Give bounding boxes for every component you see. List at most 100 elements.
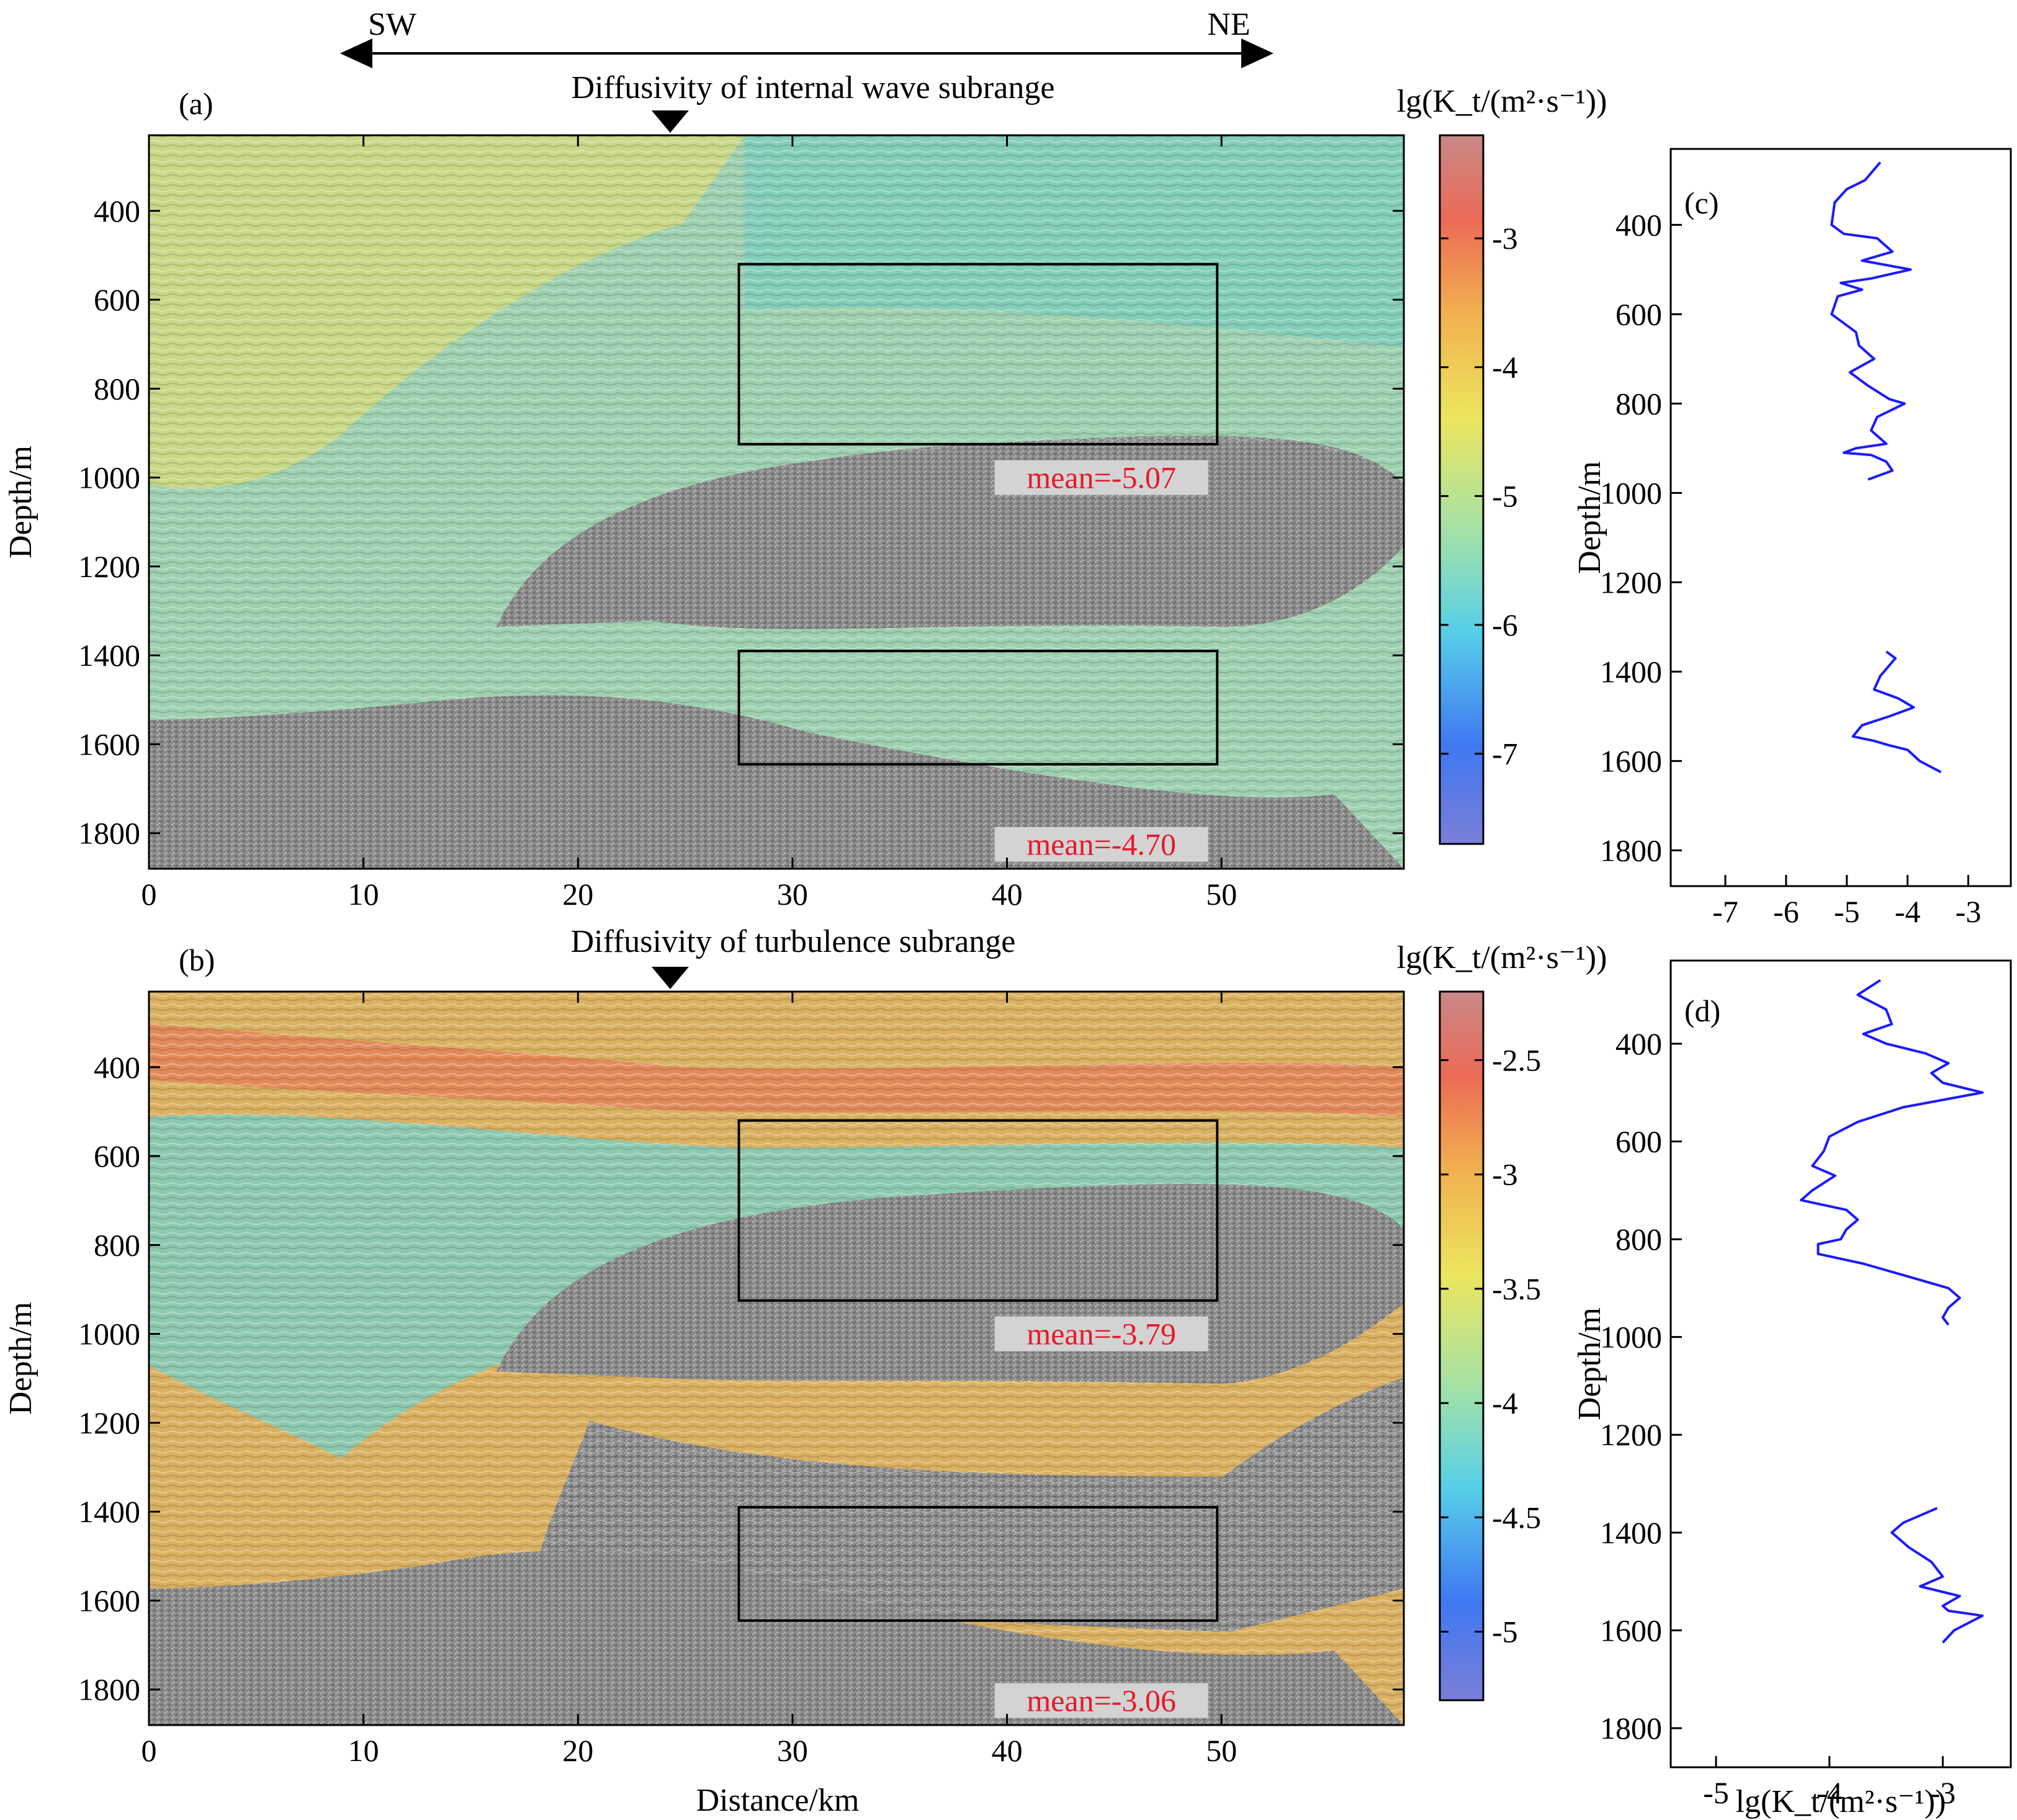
panel-c-frame xyxy=(1669,148,2012,887)
panel-b-mean-label: mean=-3.79 xyxy=(1026,1317,1176,1352)
panel-d-ylabel: Depth/m xyxy=(1572,1307,1607,1420)
direction-sw-label: SW xyxy=(368,7,416,42)
panel-a-title: Diffusivity of internal wave subrange xyxy=(572,70,1055,105)
panel-a-cb-tick-label: -3 xyxy=(1492,221,1518,256)
panel-a-ytick-label: 1000 xyxy=(78,460,140,495)
panel-c-xtick-label: -3 xyxy=(1956,894,1982,929)
panel-a-ytick-label: 1400 xyxy=(78,638,140,673)
panel-a-y-axis: 400 600 800 1000 1200 1400 1600 1800 xyxy=(78,194,1404,851)
panel-b-mean-bg xyxy=(994,1683,1208,1718)
panel-c-ytick-label: 400 xyxy=(1615,207,1662,242)
panel-a-colorbar-ticks: -3 -4 -5 -6 -7 xyxy=(1440,221,1518,771)
panel-c-letter: (c) xyxy=(1684,186,1719,220)
panel-a-x-axis: 0 10 20 30 40 50 xyxy=(142,135,1237,912)
panel-b-colorbar-label: lg(K_t/(m²·s⁻¹)) xyxy=(1397,940,1607,975)
direction-arrow-left-head xyxy=(340,38,372,68)
panel-a-lens-deep xyxy=(149,695,1404,869)
panel-a-letter: (a) xyxy=(179,86,213,121)
panel-a-xtick-label: 50 xyxy=(1206,877,1237,912)
panel-d-lines xyxy=(1800,979,1984,1644)
panel-d-ytick-label: 600 xyxy=(1615,1124,1662,1159)
panel-d-xtick-label: -3 xyxy=(1930,1775,1956,1810)
panel-d-ytick-label: 1000 xyxy=(1600,1320,1662,1355)
panel-b-title: Diffusivity of turbulence subrange xyxy=(571,924,1016,959)
panel-b-xtick-label: 0 xyxy=(142,1733,157,1768)
panel-b-ytick-label: 1800 xyxy=(78,1672,140,1707)
panel-a-xtick-label: 10 xyxy=(348,877,379,912)
panel-b-cb-tick-label: -3.5 xyxy=(1492,1271,1541,1306)
panel-c-profile-line xyxy=(1830,161,1912,481)
panel-b-cb-tick-label: -2.5 xyxy=(1492,1043,1541,1078)
panel-b-letter: (b) xyxy=(179,943,215,977)
panel-d-letter: (d) xyxy=(1684,993,1720,1028)
panel-a-mean-bg xyxy=(994,460,1208,495)
panel-d-frame xyxy=(1669,959,2012,1768)
panel-a-box xyxy=(737,649,1219,766)
panel-d-ytick-label: 1800 xyxy=(1600,1711,1662,1746)
panel-c-xtick-label: -5 xyxy=(1834,894,1860,929)
panel-b-lens-deep xyxy=(149,1551,1404,1725)
panel-a-mean-bg xyxy=(994,827,1208,862)
panel-a-ytick-label: 400 xyxy=(94,194,140,228)
panel-b-ylabel: Depth/m xyxy=(3,1302,38,1415)
panel-c-xtick-label: -7 xyxy=(1712,894,1738,929)
panel-a-colorbar-bar xyxy=(1439,134,1485,845)
panel-a-station-marker xyxy=(651,110,689,133)
panel-a-mean-label: mean=-5.07 xyxy=(1026,460,1176,495)
panel-b-ytick-label: 1000 xyxy=(78,1317,140,1352)
panel-b-box xyxy=(737,1505,1219,1622)
panel-a-xtick-label: 30 xyxy=(777,877,808,912)
panel-a-ytick-label: 1200 xyxy=(78,549,140,584)
panel-b-xlabel: Distance/km xyxy=(696,1783,860,1818)
panel-d-ytick-label: 1200 xyxy=(1600,1417,1662,1452)
panel-a-xtick-label: 0 xyxy=(142,877,157,912)
panel-b-cb-tick-label: -4 xyxy=(1492,1386,1518,1420)
panel-a-xtick-label: 20 xyxy=(562,877,593,912)
panel-a-boxes: mean=-5.07 mean=-4.70 xyxy=(737,262,1219,862)
panel-a-box xyxy=(737,262,1219,446)
panel-a-cb-tick-label: -5 xyxy=(1492,478,1518,513)
panel-a-axes-frame xyxy=(148,134,1405,870)
panel-d-ytick-label: 800 xyxy=(1615,1222,1662,1257)
panel-c-ytick-label: 1000 xyxy=(1600,475,1662,510)
panel-b: (b) Diffusivity of turbulence subrange m… xyxy=(3,924,1607,1818)
panel-b-colorbar: -2.5 -3 -3.5 -4 -4.5 -5 lg(K_t/(m²·s⁻¹)) xyxy=(1397,940,1607,1701)
panel-a-colorbar: -3 -4 -5 -6 -7 lg(K_t/(m²·s⁻¹)) xyxy=(1397,84,1607,845)
panel-b-y-axis: 400 600 800 1000 1200 1400 1600 1800 xyxy=(78,1050,1404,1707)
direction-arrow-right-head xyxy=(1241,38,1274,68)
panel-d-xtick-label: -4 xyxy=(1817,1775,1843,1810)
panel-b-ytick-label: 1200 xyxy=(78,1405,140,1440)
direction-ne-label: NE xyxy=(1207,7,1250,42)
panel-b-ytick-label: 600 xyxy=(94,1139,140,1173)
panel-b-xtick-label: 10 xyxy=(348,1733,379,1768)
panel-b-axes-frame xyxy=(148,990,1405,1726)
panel-c-ytick-label: 1200 xyxy=(1600,565,1662,599)
panel-a: (a) Diffusivity of internal wave subrang… xyxy=(3,70,1607,912)
panel-b-ytick-label: 1600 xyxy=(78,1583,140,1618)
panel-d-ytick-label: 400 xyxy=(1615,1026,1662,1061)
panel-a-cb-tick-label: -6 xyxy=(1492,607,1518,642)
panel-d-ytick-label: 1600 xyxy=(1600,1613,1662,1647)
panel-b-colorbar-ticks: -2.5 -3 -3.5 -4 -4.5 -5 xyxy=(1440,1043,1541,1649)
panel-b-xtick-label: 50 xyxy=(1206,1733,1237,1768)
panel-c-xtick-label: -6 xyxy=(1773,894,1799,929)
panel-d: (d) -5 -4 -340060080010001200140016001800 … xyxy=(1572,959,2012,1819)
panel-a-ytick-label: 1600 xyxy=(78,727,140,761)
panel-d-xlabel: lg(K_t/(m²·s⁻¹)) xyxy=(1736,1784,1946,1819)
panel-b-box xyxy=(737,1119,1219,1302)
panel-c-xtick-label: -4 xyxy=(1895,894,1921,929)
panel-b-cb-tick-label: -3 xyxy=(1492,1157,1518,1192)
panel-a-ylabel: Depth/m xyxy=(3,446,38,558)
panel-b-boxes: mean=-3.79 mean=-3.06 xyxy=(737,1119,1219,1718)
panel-a-colorbar-label: lg(K_t/(m²·s⁻¹)) xyxy=(1397,84,1607,119)
panel-a-ytick-label: 600 xyxy=(94,282,140,317)
panel-a-cb-tick-label: -4 xyxy=(1492,350,1518,385)
panel-b-colorbar-label-text: lg(K_t/(m²·s⁻¹)) xyxy=(1397,940,1607,975)
panel-a-ytick-label: 1800 xyxy=(78,816,140,851)
panel-d-xtick-label: -5 xyxy=(1703,1775,1729,1810)
panel-b-ytick-label: 400 xyxy=(94,1050,140,1085)
panel-b-cb-tick-label: -4.5 xyxy=(1492,1500,1541,1535)
panel-b-mean-bg xyxy=(994,1316,1208,1352)
panel-a-ytick-label: 800 xyxy=(94,371,140,406)
